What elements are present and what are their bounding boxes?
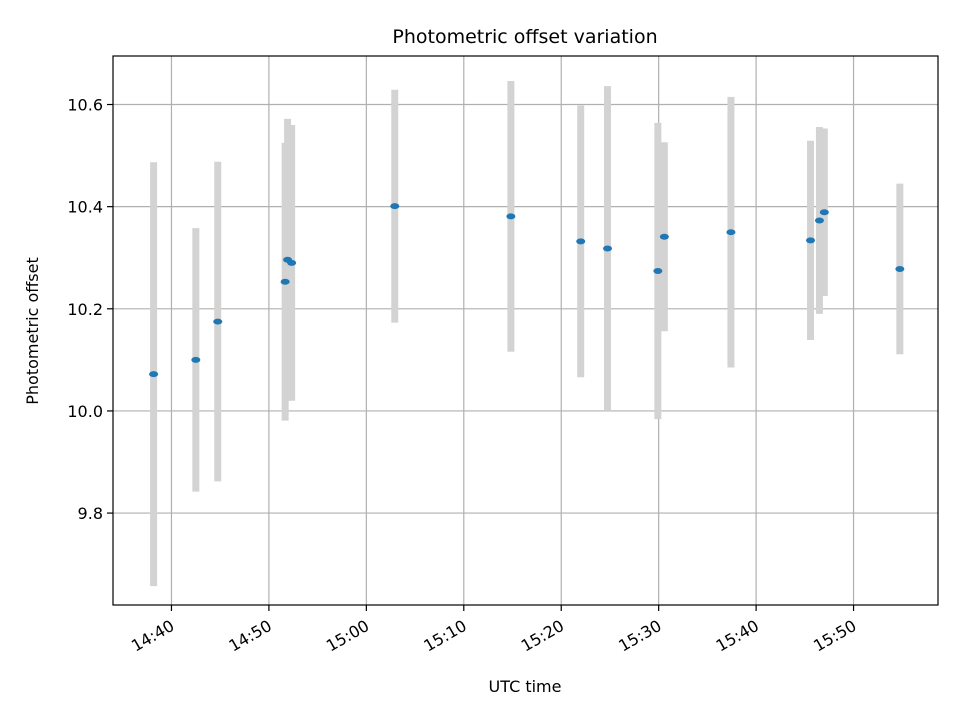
- plot-frame: [112, 55, 939, 606]
- data-point: [653, 268, 663, 275]
- x-tick-label: 15:40: [713, 616, 762, 656]
- y-tick-label: 10.6: [67, 96, 103, 115]
- data-point: [814, 217, 824, 224]
- x-tick-label: 14:50: [225, 616, 274, 656]
- data-point: [213, 318, 223, 325]
- grid: [113, 56, 938, 605]
- data-point: [287, 259, 297, 266]
- x-tick-label: 14:40: [128, 616, 177, 656]
- data-point: [895, 265, 905, 272]
- data-point: [659, 233, 669, 240]
- y-tick-label: 10.2: [67, 300, 103, 319]
- data-points: [149, 203, 905, 378]
- x-tick-label: 15:20: [518, 616, 567, 656]
- data-point: [191, 356, 201, 363]
- data-point: [149, 371, 159, 378]
- x-tick-label: 15:10: [420, 616, 469, 656]
- data-point: [506, 213, 516, 220]
- x-tick-label: 15:00: [323, 616, 372, 656]
- y-tick-label: 10.0: [67, 402, 103, 421]
- data-point: [806, 237, 816, 244]
- data-point: [390, 203, 400, 210]
- x-axis-ticks: 14:40 14:50 15:00 15:10 15:20 15:30 15:40 15:50: [128, 605, 860, 656]
- y-tick-label: 10.4: [67, 198, 103, 217]
- data-point: [280, 278, 290, 285]
- data-point: [819, 209, 829, 216]
- error-bars: [150, 81, 904, 587]
- y-tick-label: 9.8: [78, 504, 103, 523]
- chart-title: Photometric offset variation: [392, 26, 657, 48]
- data-point: [603, 245, 613, 252]
- y-axis-ticks: 9.8 10.0 10.2 10.4 10.6: [67, 96, 113, 523]
- x-axis-label: UTC time: [489, 677, 562, 696]
- data-point: [576, 238, 586, 245]
- x-tick-label: 15:30: [615, 616, 664, 656]
- x-tick-label: 15:50: [810, 616, 859, 656]
- data-point: [726, 229, 736, 236]
- y-axis-label: Photometric offset: [23, 257, 42, 405]
